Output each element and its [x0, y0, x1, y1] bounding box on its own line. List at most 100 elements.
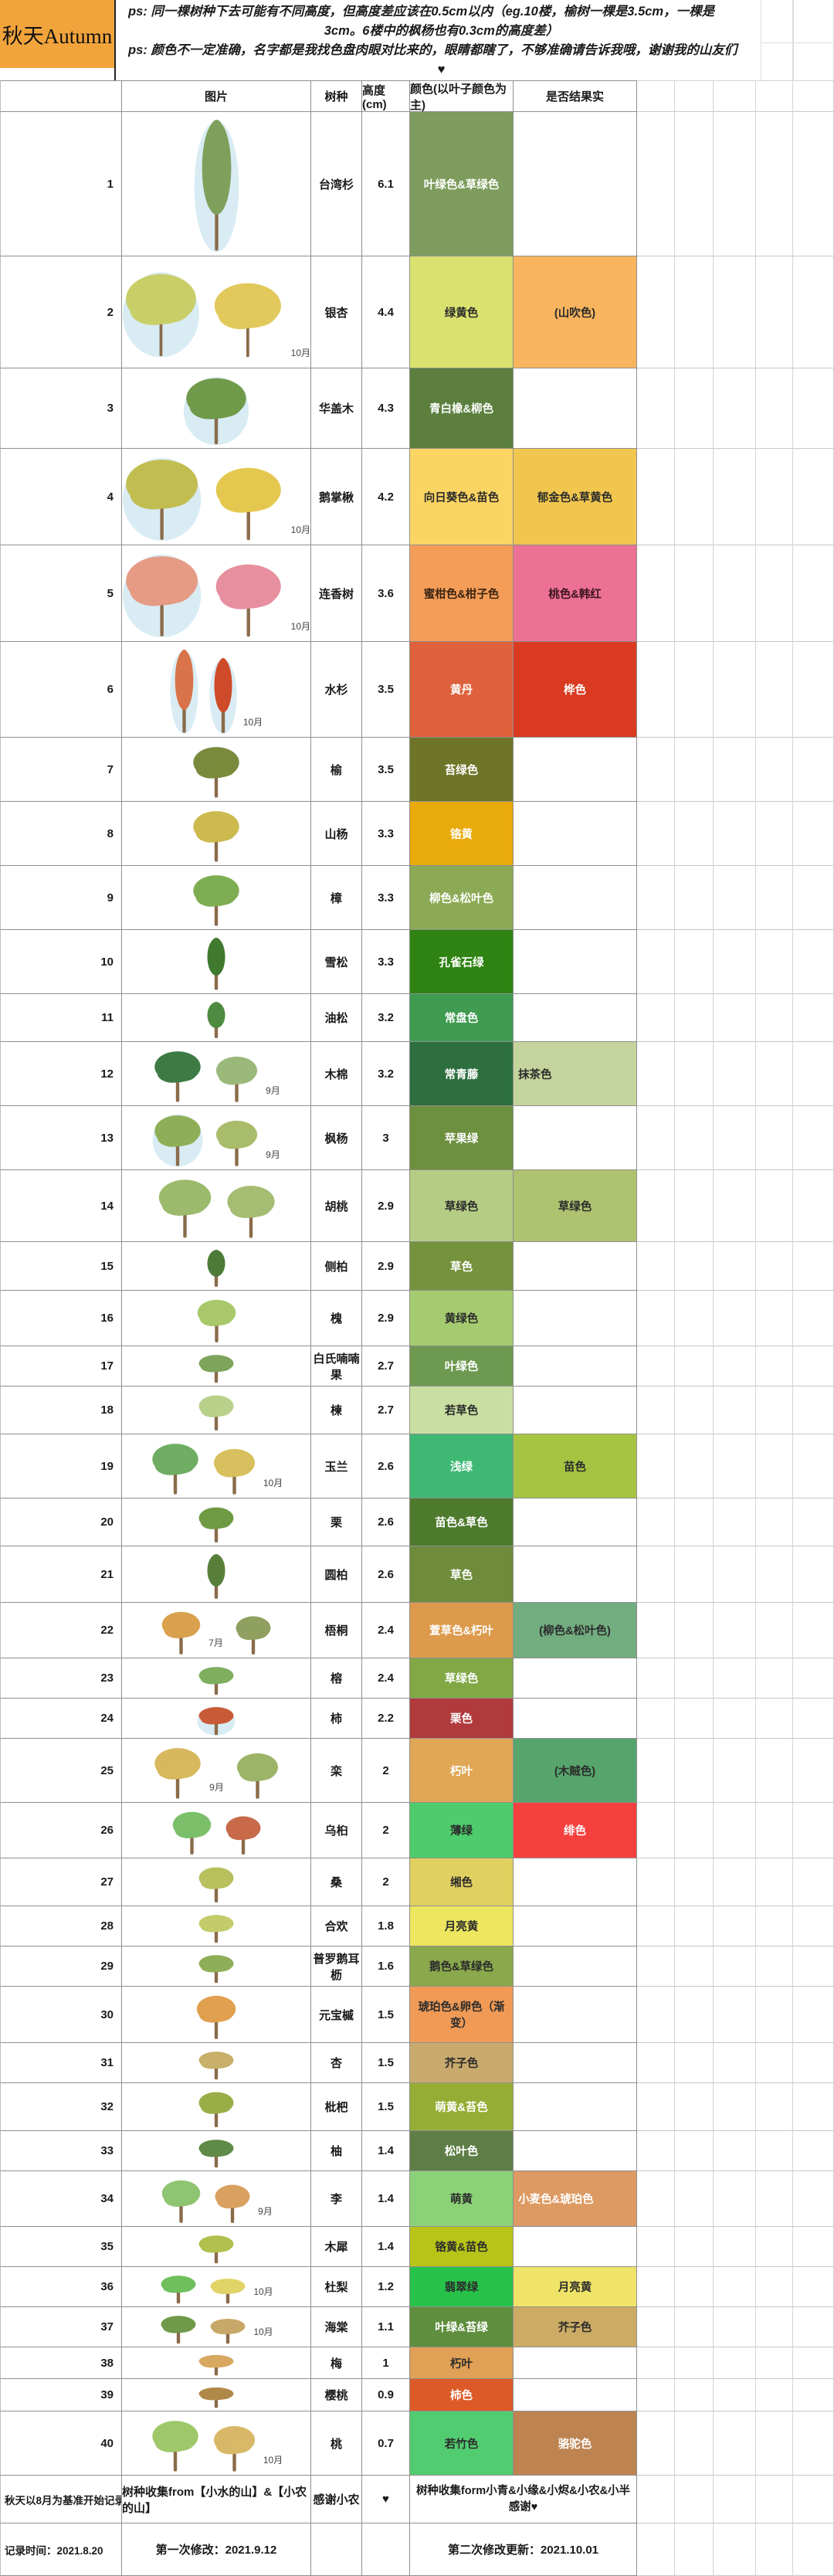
fruit-cell[interactable] — [514, 1242, 637, 1291]
tree-name-cell[interactable]: 柿 — [311, 1699, 362, 1739]
tree-name-cell[interactable]: 台湾杉 — [311, 112, 362, 256]
fruit-cell[interactable] — [514, 930, 637, 994]
row-number-cell[interactable]: 40 — [0, 2411, 122, 2476]
fruit-cell[interactable]: 抹茶色 — [514, 1042, 637, 1106]
column-header-color[interactable]: 颜色(以叶子颜色为主) — [410, 80, 514, 112]
leaf-color-cell[interactable]: 蜜柑色&柑子色 — [410, 545, 514, 642]
tree-name-cell[interactable]: 柚 — [311, 2131, 362, 2171]
tree-name-cell[interactable]: 梧桐 — [311, 1603, 362, 1658]
leaf-color-cell[interactable]: 栗色 — [410, 1699, 514, 1739]
tree-image-cell[interactable] — [122, 368, 311, 449]
column-header-height[interactable]: 高度 (cm) — [362, 80, 410, 112]
row-number-cell[interactable]: 2 — [0, 256, 122, 368]
tree-image-cell[interactable] — [122, 2347, 311, 2379]
tree-image-cell[interactable] — [122, 1386, 311, 1434]
row-number-cell[interactable]: 8 — [0, 802, 122, 866]
fruit-cell[interactable]: 芥子色 — [514, 2307, 637, 2347]
fruit-cell[interactable] — [514, 1386, 637, 1434]
fruit-cell[interactable]: 郁金色&草黄色 — [514, 449, 637, 545]
tree-name-cell[interactable]: 银杏 — [311, 256, 362, 368]
tree-image-cell[interactable] — [122, 1987, 311, 2043]
fruit-cell[interactable]: 小麦色&琥珀色 — [514, 2171, 637, 2227]
tree-height-cell[interactable]: 1.4 — [362, 2227, 410, 2267]
tree-name-cell[interactable]: 梅 — [311, 2347, 362, 2379]
tree-name-cell[interactable]: 华盖木 — [311, 368, 362, 449]
tree-image-cell[interactable] — [122, 2043, 311, 2083]
tree-image-cell[interactable]: 10月 — [122, 2267, 311, 2307]
sheet-title[interactable]: 秋天Autumn — [0, 0, 114, 68]
column-header-species[interactable]: 树种 — [311, 80, 362, 112]
tree-height-cell[interactable]: 3.3 — [362, 930, 410, 994]
tree-image-cell[interactable] — [122, 802, 311, 866]
tree-image-cell[interactable] — [122, 866, 311, 930]
empty-cell[interactable] — [362, 2523, 410, 2576]
leaf-color-cell[interactable]: 苔绿色 — [410, 738, 514, 802]
row-number-cell[interactable]: 34 — [0, 2171, 122, 2227]
tree-name-cell[interactable]: 乌桕 — [311, 1803, 362, 1858]
tree-height-cell[interactable]: 0.7 — [362, 2411, 410, 2476]
tree-name-cell[interactable]: 山杨 — [311, 802, 362, 866]
leaf-color-cell[interactable]: 草色 — [410, 1546, 514, 1603]
tree-image-cell[interactable]: 10月 — [122, 449, 311, 545]
fruit-cell[interactable] — [514, 1498, 637, 1546]
tree-image-cell[interactable] — [122, 1346, 311, 1386]
row-number-cell[interactable]: 28 — [0, 1906, 122, 1946]
tree-height-cell[interactable]: 1 — [362, 2347, 410, 2379]
tree-name-cell[interactable]: 侧柏 — [311, 1242, 362, 1291]
tree-image-cell[interactable]: 10月 — [122, 545, 311, 642]
leaf-color-cell[interactable]: 孔雀石绿 — [410, 930, 514, 994]
leaf-color-cell[interactable]: 黄绿色 — [410, 1291, 514, 1346]
tree-image-cell[interactable] — [122, 1699, 311, 1739]
row-number-cell[interactable]: 31 — [0, 2043, 122, 2083]
row-number-cell[interactable]: 18 — [0, 1386, 122, 1434]
fruit-cell[interactable] — [514, 2379, 637, 2411]
tree-name-cell[interactable]: 海棠 — [311, 2307, 362, 2347]
tree-height-cell[interactable]: 2.7 — [362, 1386, 410, 1434]
leaf-color-cell[interactable]: 翡翠绿 — [410, 2267, 514, 2307]
fruit-cell[interactable]: (柳色&松叶色) — [514, 1603, 637, 1658]
fruit-cell[interactable] — [514, 802, 637, 866]
row-number-cell[interactable]: 19 — [0, 1434, 122, 1498]
row-number-cell[interactable]: 29 — [0, 1946, 122, 1987]
fruit-cell[interactable] — [514, 1858, 637, 1906]
tree-image-cell[interactable] — [122, 1498, 311, 1546]
tree-height-cell[interactable]: 3.5 — [362, 642, 410, 738]
tree-image-cell[interactable] — [122, 994, 311, 1042]
row-number-cell[interactable]: 13 — [0, 1106, 122, 1170]
tree-name-cell[interactable]: 水杉 — [311, 642, 362, 738]
row-number-cell[interactable]: 35 — [0, 2227, 122, 2267]
second-revision-cell[interactable]: 第二次修改更新：2021.10.01 — [410, 2523, 637, 2576]
tree-name-cell[interactable]: 樱桃 — [311, 2379, 362, 2411]
tree-image-cell[interactable] — [122, 930, 311, 994]
tree-height-cell[interactable]: 3.6 — [362, 545, 410, 642]
tree-height-cell[interactable]: 2.9 — [362, 1170, 410, 1242]
tree-name-cell[interactable]: 玉兰 — [311, 1434, 362, 1498]
tree-height-cell[interactable]: 1.6 — [362, 1946, 410, 1987]
tree-name-cell[interactable]: 木棉 — [311, 1042, 362, 1106]
row-number-cell[interactable]: 30 — [0, 1987, 122, 2043]
row-number-cell[interactable]: 37 — [0, 2307, 122, 2347]
tree-name-cell[interactable]: 楝 — [311, 1386, 362, 1434]
leaf-color-cell[interactable]: 薄绿 — [410, 1803, 514, 1858]
row-number-cell[interactable]: 11 — [0, 994, 122, 1042]
tree-height-cell[interactable]: 1.4 — [362, 2171, 410, 2227]
leaf-color-cell[interactable]: 常青藤 — [410, 1042, 514, 1106]
leaf-color-cell[interactable]: 鹅色&草绿色 — [410, 1946, 514, 1987]
leaf-color-cell[interactable]: 叶绿色 — [410, 1346, 514, 1386]
fruit-cell[interactable]: 月亮黄 — [514, 2267, 637, 2307]
tree-image-cell[interactable]: 10月 — [122, 642, 311, 738]
tree-height-cell[interactable]: 2.4 — [362, 1658, 410, 1699]
tree-image-cell[interactable] — [122, 1946, 311, 1987]
tree-height-cell[interactable]: 1.5 — [362, 1987, 410, 2043]
tree-image-cell[interactable]: 7月 — [122, 1603, 311, 1658]
leaf-color-cell[interactable]: 萌黄&苔色 — [410, 2083, 514, 2131]
fruit-cell[interactable] — [514, 1106, 637, 1170]
column-header-fruit[interactable]: 是否结果实 — [514, 80, 637, 112]
row-number-cell[interactable]: 38 — [0, 2347, 122, 2379]
leaf-color-cell[interactable]: 叶绿色&草绿色 — [410, 112, 514, 256]
tree-name-cell[interactable]: 桃 — [311, 2411, 362, 2476]
fruit-cell[interactable] — [514, 1699, 637, 1739]
fruit-cell[interactable]: (木贼色) — [514, 1739, 637, 1803]
leaf-color-cell[interactable]: 萌黄 — [410, 2171, 514, 2227]
row-number-cell[interactable]: 22 — [0, 1603, 122, 1658]
